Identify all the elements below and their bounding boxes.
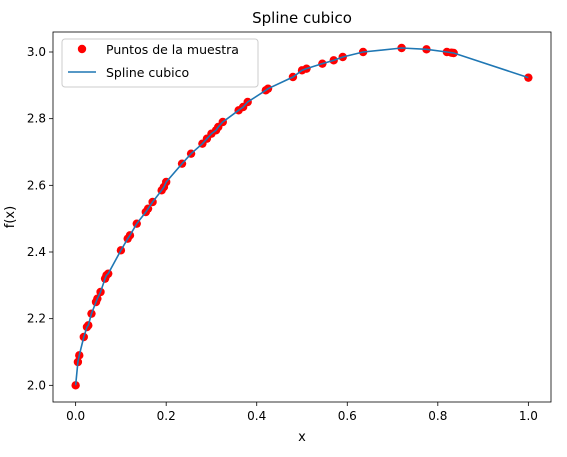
- legend-box: [61, 38, 259, 88]
- y-axis: 2.0 2.2 2.4 2.6 2.8 3.0: [27, 45, 53, 392]
- sample-point: [524, 73, 533, 82]
- spline-line: [74, 47, 529, 386]
- x-tick-label: 0.0: [66, 409, 85, 423]
- y-tick-label: 2.2: [27, 312, 46, 326]
- legend-label-spline: Spline cubico: [106, 65, 189, 80]
- x-axis-label: x: [298, 430, 306, 445]
- legend-label-points: Puntos de la muestra: [106, 42, 239, 57]
- y-tick-label: 3.0: [27, 45, 46, 59]
- legend: Puntos de la muestra Spline cubico: [61, 38, 259, 88]
- plot-area: [52, 31, 552, 403]
- y-tick-label: 2.6: [27, 178, 46, 192]
- x-tick-label: 0.4: [247, 409, 266, 423]
- series-layer: [71, 43, 533, 390]
- x-tick-label: 0.6: [338, 409, 357, 423]
- x-tick-label: 1.0: [519, 409, 538, 423]
- y-axis-label: f(x): [3, 206, 18, 228]
- x-tick-label: 0.8: [428, 409, 447, 423]
- y-tick-label: 2.0: [27, 378, 46, 392]
- y-tick-label: 2.8: [27, 112, 46, 126]
- chart-title: Spline cubico: [252, 9, 352, 27]
- x-axis: 0.0 0.2 0.4 0.6 0.8 1.0: [66, 402, 538, 423]
- y-tick-label: 2.4: [27, 245, 46, 259]
- legend-marker-icon: [77, 44, 87, 54]
- x-tick-label: 0.2: [157, 409, 176, 423]
- sample-point: [71, 381, 80, 390]
